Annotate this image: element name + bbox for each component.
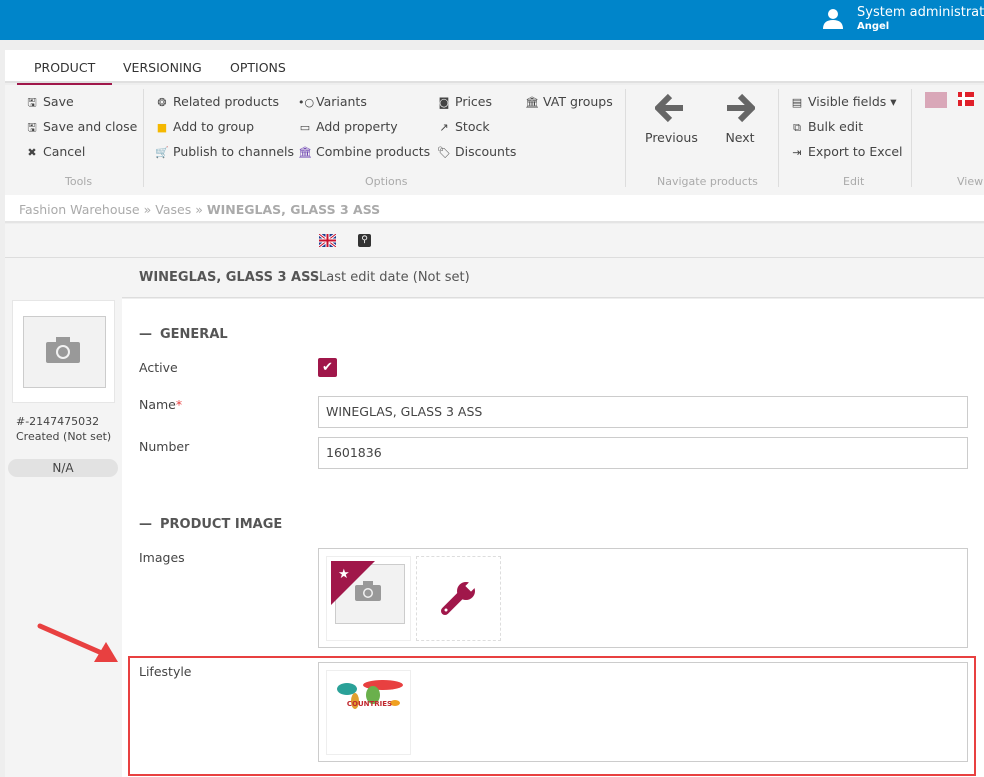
product-thumbnail[interactable] (12, 300, 115, 403)
world-map-image (337, 680, 403, 709)
cancel-button[interactable]: ✖ Cancel (25, 144, 85, 159)
section-general[interactable]: — GENERAL (139, 327, 228, 342)
tab-product[interactable]: PRODUCT (17, 60, 113, 85)
user-name[interactable]: System administrator (857, 5, 984, 20)
add-to-group-button[interactable]: ■ Add to group (156, 119, 254, 134)
previous-button[interactable]: Previous (645, 93, 698, 145)
dk-flag-icon[interactable] (958, 92, 974, 106)
tab-options[interactable]: OPTIONS (230, 60, 286, 75)
group-label-navigate: Navigate products (657, 175, 758, 188)
camera-icon (355, 581, 381, 601)
last-edit-date: Last edit date (Not set) (319, 270, 470, 285)
image-settings-button[interactable] (416, 556, 501, 641)
save-icon: 🖫 (27, 96, 37, 109)
ribbon: 🖫 Save 🖫 Save and close ✖ Cancel Tools ❂ Rel… (5, 85, 984, 195)
user-sub: Angel (857, 21, 890, 32)
tags-icon: 🏷 (437, 146, 451, 159)
title-row: WINEGLAS, GLASS 3 ASS Last edit date (No… (122, 258, 984, 298)
cart-icon: 🛒 (155, 146, 169, 159)
images-label: Images (139, 550, 185, 565)
group-label-tools: Tools (65, 175, 93, 188)
group-label-edit: Edit (843, 175, 865, 188)
name-label: Name* (139, 397, 183, 412)
save-icon: 🖫 (27, 121, 37, 134)
wrench-icon (441, 579, 478, 615)
number-input[interactable]: 1601836 (318, 437, 968, 469)
group-label-view: View (957, 175, 984, 188)
save-and-close-button[interactable]: 🖫 Save and close (25, 119, 137, 138)
product-title: WINEGLAS, GLASS 3 ASS (139, 270, 320, 285)
folder-icon: ■ (156, 121, 168, 134)
breadcrumb-link[interactable]: Fashion Warehouse (19, 202, 140, 217)
highlight-box (128, 656, 976, 776)
product-form: — GENERAL Active ✔ Name* WINEGLAS, GLASS … (122, 299, 984, 777)
list-icon: ▤ (791, 96, 803, 109)
breadcrumb-current: WINEGLAS, GLASS 3 ASS (206, 202, 381, 217)
status-badge: N/A (8, 459, 118, 477)
tab-versioning[interactable]: VERSIONING (123, 60, 202, 75)
breadcrumb-link[interactable]: Vases (155, 202, 192, 217)
section-product-image[interactable]: — PRODUCT IMAGE (139, 517, 283, 532)
tab-bar: PRODUCT VERSIONING OPTIONS (5, 50, 984, 85)
chart-line-icon: ↗ (439, 121, 449, 134)
product-sidebar: #-2147475032 Created (Not set) N/A (5, 258, 122, 777)
language-row: ⚲ (5, 224, 984, 258)
discounts-button[interactable]: 🏷 Discounts (437, 144, 517, 159)
active-label: Active (139, 360, 178, 375)
bank-icon: 🏛 (298, 146, 312, 159)
save-button[interactable]: 🖫 Save (25, 94, 73, 113)
combine-products-button[interactable]: 🏛 Combine products (298, 144, 431, 159)
name-input[interactable]: WINEGLAS, GLASS 3 ASS (318, 396, 968, 428)
related-icon: ❂ (157, 96, 167, 109)
prices-button[interactable]: ◙ Prices (438, 94, 493, 109)
property-icon: ▭ (299, 121, 311, 134)
image-thumbnail[interactable]: ★ (326, 556, 411, 641)
lifestyle-box: COUNTRIES (318, 662, 968, 762)
next-button[interactable]: Next (720, 93, 760, 145)
search-icon[interactable]: ⚲ (358, 234, 371, 247)
camera-icon (46, 337, 80, 363)
money-icon: ◙ (438, 96, 450, 109)
uk-flag-icon[interactable] (925, 92, 947, 108)
cancel-icon: ✖ (27, 146, 37, 159)
arrow-right-icon (727, 93, 757, 123)
bank-icon: 🏛 (525, 96, 539, 109)
thumb-caption: COUNTRIES (346, 700, 393, 708)
export-icon: ⇥ (792, 146, 802, 159)
uk-flag-icon[interactable] (319, 234, 336, 247)
breadcrumb-sep: » (195, 202, 203, 217)
publish-to-channels-button[interactable]: 🛒 Publish to channels (155, 144, 295, 159)
export-excel-button[interactable]: ⇥ Export to Excel (790, 144, 902, 159)
lifestyle-label: Lifestyle (139, 664, 192, 679)
arrow-left-icon (653, 93, 683, 123)
breadcrumb-sep: » (143, 202, 152, 217)
add-property-button[interactable]: ▭ Add property (299, 119, 398, 134)
lifestyle-thumbnail[interactable]: COUNTRIES (326, 670, 411, 755)
primary-star-icon: ★ (331, 561, 375, 605)
active-checkbox[interactable]: ✔ (318, 358, 337, 377)
created-date: Created (Not set) (16, 430, 112, 443)
top-bar: System administrator Angel (0, 0, 984, 40)
vat-groups-button[interactable]: 🏛 VAT groups (525, 94, 613, 109)
annotation-arrow-icon (37, 623, 118, 662)
visible-fields-dropdown[interactable]: ▤ Visible fields ▾ (791, 94, 897, 109)
stock-button[interactable]: ↗ Stock (437, 119, 489, 134)
variants-icon: •○ (298, 96, 315, 109)
number-label: Number (139, 439, 190, 454)
svg-text:★: ★ (338, 567, 350, 582)
copy-icon: ⧉ (793, 121, 801, 134)
group-label-options: Options (365, 175, 408, 188)
variants-button[interactable]: •○ Variants (298, 94, 367, 109)
bulk-edit-button[interactable]: ⧉ Bulk edit (790, 119, 863, 135)
images-box: ★ (318, 548, 968, 648)
related-products-button[interactable]: ❂ Related products (155, 94, 279, 109)
user-icon[interactable] (822, 8, 844, 30)
breadcrumb: Fashion Warehouse » Vases » WINEGLAS, GL… (5, 195, 984, 223)
product-id: #-2147475032 (16, 415, 100, 428)
